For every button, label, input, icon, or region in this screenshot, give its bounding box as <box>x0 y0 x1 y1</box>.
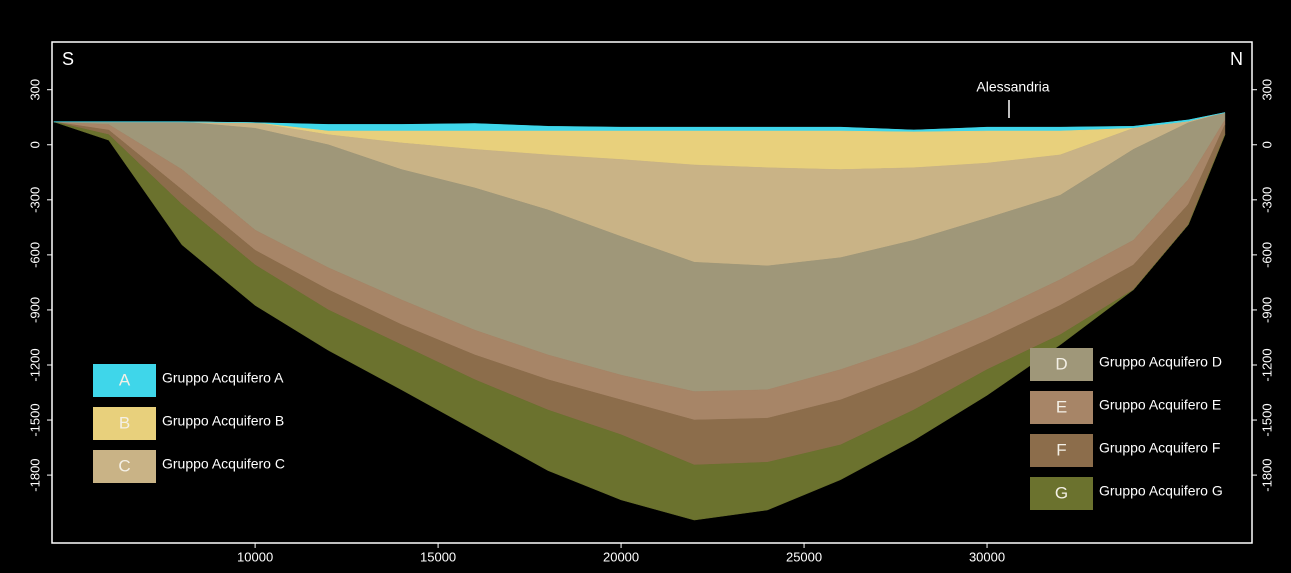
legend-code: B <box>119 413 130 432</box>
x-tick-label: 15000 <box>420 549 456 564</box>
y-tick-label: -1800 <box>1259 458 1274 491</box>
x-tick-label: 20000 <box>603 549 639 564</box>
legend-code: D <box>1055 354 1067 373</box>
y-tick-label: -600 <box>1259 242 1274 268</box>
legend-label: Gruppo Acquifero B <box>162 413 284 429</box>
legend-label: Gruppo Acquifero C <box>162 456 285 472</box>
legend-swatch <box>1030 434 1093 467</box>
legend-swatch <box>1030 391 1093 424</box>
legend-code: A <box>119 370 131 389</box>
y-tick-label: 300 <box>27 79 42 101</box>
layers <box>53 112 1226 521</box>
legend-swatch <box>93 407 156 440</box>
legend-label: Gruppo Acquifero G <box>1099 483 1223 499</box>
y-tick-label: -300 <box>1259 187 1274 213</box>
y-tick-label: -1200 <box>27 348 42 381</box>
legend-swatch <box>1030 477 1093 510</box>
y-tick-label: -1500 <box>1259 403 1274 436</box>
legend-code: E <box>1056 397 1067 416</box>
x-tick-label: 10000 <box>237 549 273 564</box>
legend-code: C <box>118 456 130 475</box>
y-tick-label: 0 <box>1259 141 1274 148</box>
legend-label: Gruppo Acquifero D <box>1099 354 1222 370</box>
legend-code: F <box>1056 440 1066 459</box>
x-tick-label: 30000 <box>969 549 1005 564</box>
y-tick-label: -1800 <box>27 458 42 491</box>
y-tick-label: -1500 <box>27 403 42 436</box>
legend-label: Gruppo Acquifero A <box>162 370 284 386</box>
y-tick-label: 300 <box>1259 79 1274 101</box>
legend-swatch <box>93 364 156 397</box>
ground-surface <box>53 112 1225 131</box>
plot-frame <box>51 41 1253 544</box>
y-tick-label: -300 <box>27 187 42 213</box>
north-label: N <box>1230 49 1243 69</box>
y-tick-label: -900 <box>1259 297 1274 323</box>
y-tick-label: -900 <box>27 297 42 323</box>
y-tick-label: -1200 <box>1259 348 1274 381</box>
x-tick-label: 25000 <box>786 549 822 564</box>
legend-code: G <box>1055 483 1068 502</box>
legend-label: Gruppo Acquifero F <box>1099 440 1220 456</box>
legend-label: Gruppo Acquifero E <box>1099 397 1221 413</box>
annotation: Alessandria <box>976 79 1049 95</box>
y-tick-label: -600 <box>27 242 42 268</box>
y-tick-label: 0 <box>27 141 42 148</box>
legend-swatch <box>93 450 156 483</box>
legend-swatch <box>1030 348 1093 381</box>
south-label: S <box>62 49 74 69</box>
